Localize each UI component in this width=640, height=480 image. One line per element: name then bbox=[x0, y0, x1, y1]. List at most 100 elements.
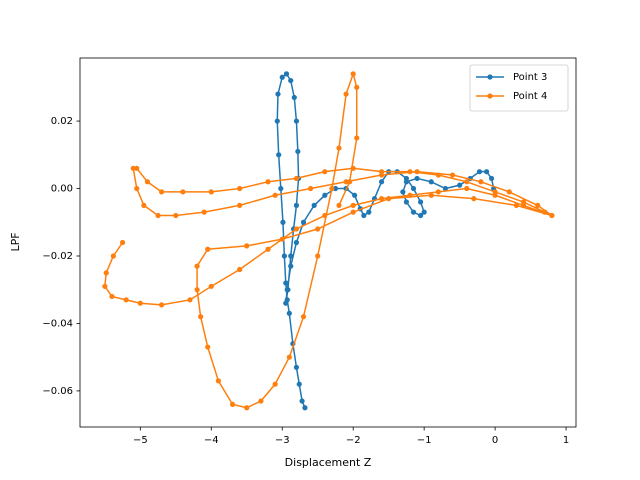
legend-label: Point 4 bbox=[513, 91, 547, 102]
point bbox=[311, 202, 317, 208]
point bbox=[286, 310, 292, 316]
point bbox=[237, 266, 243, 273]
point bbox=[378, 196, 385, 202]
point bbox=[535, 202, 541, 208]
point bbox=[280, 219, 286, 225]
point bbox=[366, 209, 372, 215]
point bbox=[492, 189, 498, 195]
plot-frame bbox=[79, 57, 577, 428]
point bbox=[350, 202, 356, 208]
point bbox=[361, 212, 367, 219]
point bbox=[542, 209, 548, 215]
point bbox=[476, 169, 483, 175]
point bbox=[414, 169, 420, 175]
point bbox=[421, 209, 427, 215]
point bbox=[208, 189, 214, 195]
point bbox=[130, 165, 136, 171]
point bbox=[296, 381, 302, 387]
point bbox=[407, 192, 413, 198]
point bbox=[284, 287, 290, 293]
y-tick-label: −0.02 bbox=[42, 251, 73, 262]
point bbox=[283, 280, 289, 286]
point bbox=[293, 175, 300, 182]
point bbox=[229, 401, 236, 408]
point bbox=[428, 179, 434, 185]
point bbox=[322, 192, 328, 198]
point bbox=[343, 91, 349, 97]
point bbox=[194, 263, 200, 269]
point bbox=[352, 192, 358, 198]
point bbox=[281, 253, 287, 259]
point bbox=[205, 246, 211, 252]
point bbox=[418, 212, 424, 219]
point bbox=[272, 381, 278, 387]
point bbox=[237, 202, 243, 208]
point bbox=[180, 189, 186, 195]
point bbox=[407, 169, 413, 175]
point bbox=[103, 270, 109, 276]
point bbox=[272, 192, 278, 198]
series-line bbox=[276, 72, 495, 409]
point bbox=[144, 179, 151, 185]
y-tick-label: −0.06 bbox=[42, 386, 73, 397]
point bbox=[291, 94, 297, 101]
point bbox=[350, 71, 356, 77]
x-axis-label: Displacement Z bbox=[285, 456, 372, 469]
point bbox=[201, 209, 207, 215]
point bbox=[336, 145, 342, 151]
point bbox=[435, 172, 441, 178]
point bbox=[244, 405, 250, 411]
point bbox=[300, 314, 307, 320]
point bbox=[278, 185, 284, 192]
point bbox=[315, 226, 321, 232]
y-tick-label: −0.04 bbox=[42, 318, 73, 329]
point bbox=[283, 71, 290, 77]
x-tick-label: −1 bbox=[417, 435, 432, 446]
point bbox=[293, 202, 300, 208]
point bbox=[244, 243, 250, 249]
x-tick-label: 1 bbox=[563, 435, 569, 446]
point bbox=[457, 182, 463, 188]
point bbox=[302, 405, 308, 411]
point bbox=[295, 148, 301, 155]
point bbox=[137, 300, 143, 306]
point bbox=[286, 354, 292, 360]
point bbox=[293, 364, 300, 370]
point bbox=[187, 297, 193, 303]
point bbox=[378, 179, 385, 185]
point bbox=[215, 378, 221, 384]
legend-marker bbox=[487, 93, 493, 99]
point bbox=[410, 209, 417, 215]
point bbox=[102, 283, 108, 289]
point bbox=[329, 185, 335, 192]
x-tick-label: −4 bbox=[204, 435, 219, 446]
point bbox=[155, 212, 161, 219]
series-line bbox=[104, 71, 553, 409]
point bbox=[279, 74, 285, 80]
point bbox=[288, 253, 294, 259]
point bbox=[293, 239, 300, 246]
y-axis-label: LPF bbox=[9, 232, 22, 251]
point bbox=[506, 189, 512, 195]
point bbox=[483, 169, 490, 175]
point bbox=[520, 199, 527, 205]
point bbox=[478, 179, 484, 185]
point bbox=[403, 199, 410, 205]
point bbox=[276, 152, 282, 158]
point bbox=[350, 209, 356, 215]
point bbox=[299, 398, 305, 404]
point bbox=[418, 199, 424, 205]
x-tick-label: −2 bbox=[346, 435, 361, 446]
point bbox=[293, 226, 300, 232]
y-tick-label: 0.00 bbox=[51, 184, 73, 195]
point bbox=[322, 169, 328, 175]
point bbox=[283, 300, 289, 306]
point bbox=[347, 179, 353, 185]
point bbox=[350, 165, 356, 171]
point bbox=[464, 179, 470, 185]
point bbox=[442, 185, 449, 192]
point bbox=[410, 185, 417, 192]
point bbox=[205, 344, 211, 350]
point bbox=[428, 192, 434, 198]
